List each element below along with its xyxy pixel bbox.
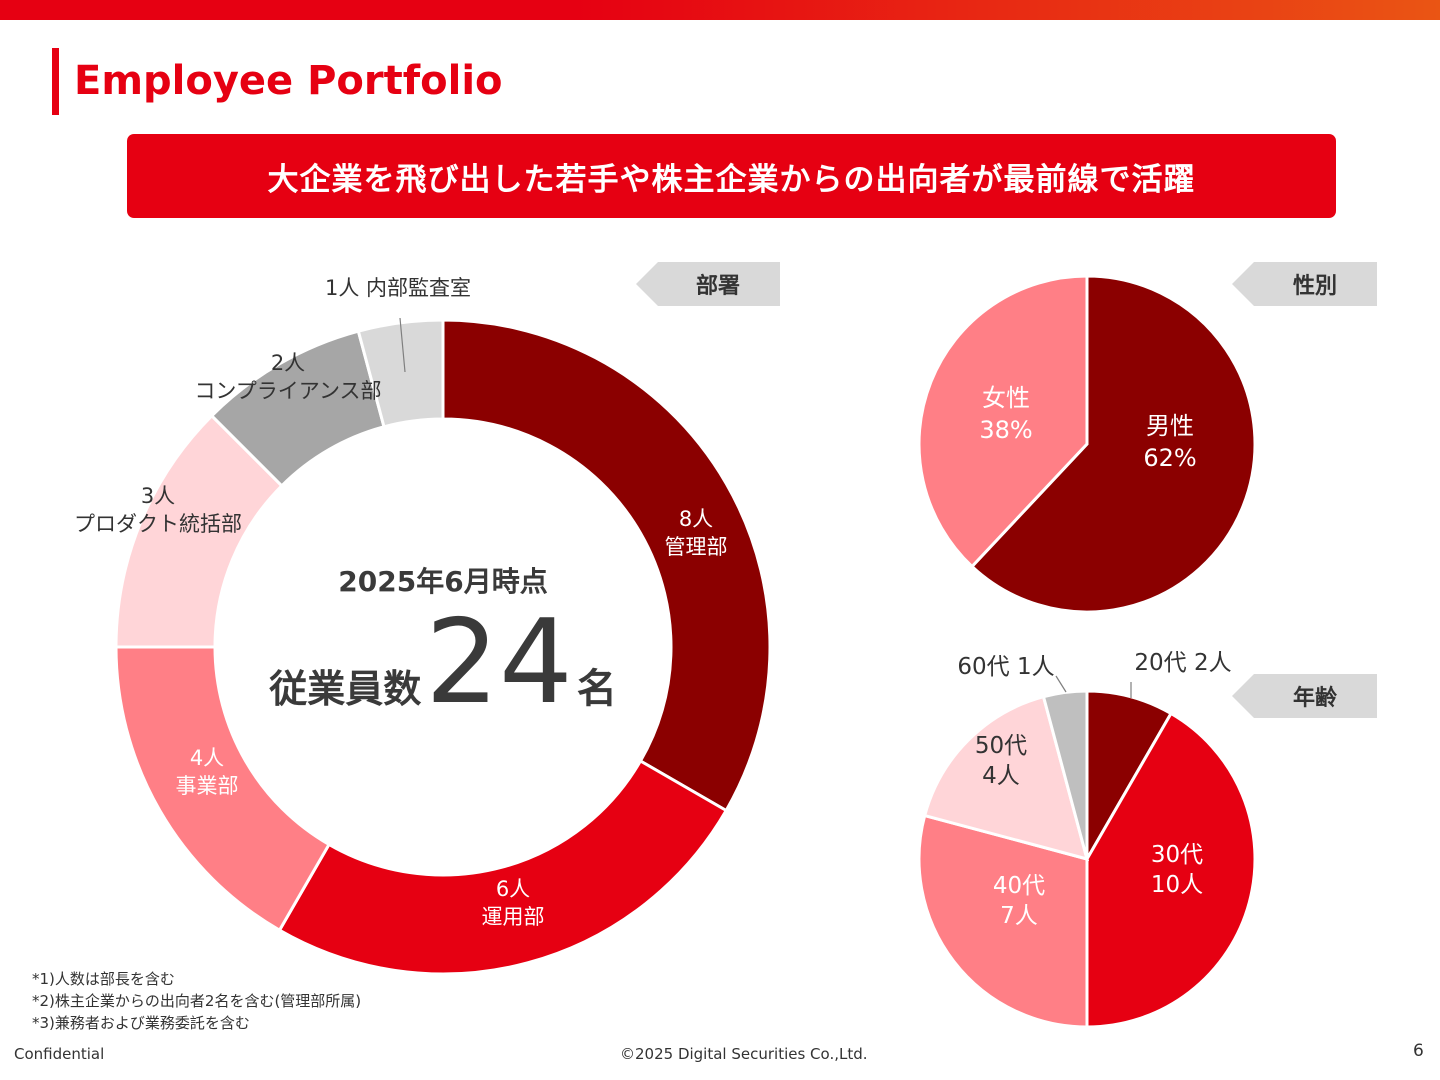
headline-banner: 大企業を飛び出した若手や株主企業からの出向者が最前線で活躍 [127,134,1336,218]
slice-30代 [1085,711,1257,1029]
copyright-text: ©2025 Digital Securities Co.,Ltd. [620,1045,868,1063]
data-label-30代: 30代 10人 [1151,842,1203,898]
data-label-内部監査室: 1人 内部監査室 [325,276,471,300]
title-accent-bar [52,48,59,115]
slice-40代 [917,813,1089,1029]
age-pie-chart: 20代 2人 30代 10人 40代 7人 50代 4人 60代 1人 [917,650,1257,1029]
gender-pie-chart: 男性 62% 女性 38% [917,274,1257,614]
employee-count-center: 2025年6月時点 従業員数24 名 [268,565,617,730]
slice-男性 [969,274,1257,614]
data-label-女性: 女性 38% [979,384,1032,444]
slice-管理部 [441,318,772,813]
leader-line-内部監査室 [399,317,406,373]
employee-count-prefix: 従業員数 [268,667,421,711]
data-label-50代: 50代 4人 [975,733,1027,789]
employee-count-line: 従業員数24 名 [268,595,617,730]
footnote-1: *1)人数は部長を含む [32,970,175,988]
data-label-20代: 20代 2人 [1134,650,1231,676]
as-of-date-label: 2025年6月時点 [338,565,547,598]
page-title: Employee Portfolio [74,58,503,104]
slice-女性 [917,274,1089,569]
footnote-2: *2)株主企業からの出向者2名を含む(管理部所属) [32,992,362,1010]
data-label-事業部: 4人事業部 [176,746,239,798]
top-accent-bar [0,0,1440,20]
slice-運用部 [277,758,729,976]
footnotes: *1)人数は部長を含む *2)株主企業からの出向者2名を含む(管理部所属) *3… [32,968,361,1034]
leader-line-60代 [1055,675,1067,693]
data-label-運用部: 6人運用部 [482,877,545,929]
slice-内部監査室 [356,318,445,429]
slice-50代 [922,694,1090,862]
data-label-40代: 40代 7人 [993,873,1045,929]
employee-count-number: 24 [425,595,573,730]
confidential-label: Confidential [14,1045,105,1063]
page-number: 6 [1413,1041,1424,1061]
data-label-プロダクト統括部: 3人プロダクト統括部 [74,484,242,536]
employee-count-suffix: 名 [577,666,617,712]
data-label-管理部: 8人管理部 [665,507,728,559]
department-tag: 部署 [636,262,780,306]
department-donut-chart: 8人管理部 6人運用部 4人事業部 3人プロダクト統括部 2人コンプライアンス部 1人 内… [74,276,772,976]
slice-60代 [1041,689,1089,860]
age-tag: 年齢 [1232,674,1377,718]
data-label-男性: 男性 62% [1143,412,1196,472]
gender-tag: 性別 [1232,262,1377,306]
footnote-3: *3)兼務者および業務委託を含む [32,1014,250,1032]
data-label-60代: 60代 1人 [957,654,1054,680]
data-label-コンプライアンス部: 2人コンプライアンス部 [194,351,381,403]
